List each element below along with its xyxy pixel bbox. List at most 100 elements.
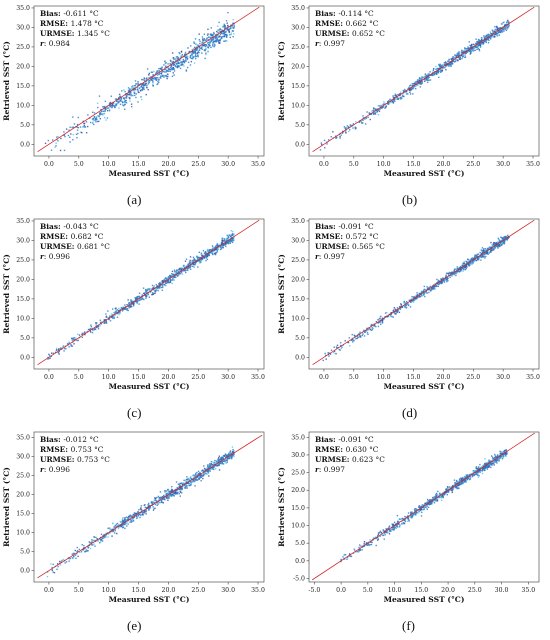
scatter-point bbox=[385, 106, 387, 109]
scatter-point bbox=[233, 233, 235, 235]
scatter-point bbox=[326, 143, 328, 145]
scatter-point bbox=[216, 251, 218, 253]
scatter-point bbox=[130, 94, 132, 97]
scatter-point bbox=[171, 272, 173, 275]
scatter-point bbox=[76, 123, 79, 126]
scatter-point bbox=[482, 39, 484, 41]
scatter-point bbox=[445, 65, 447, 67]
scatter-point bbox=[466, 49, 469, 51]
scatter-point bbox=[393, 307, 396, 309]
scatter-point bbox=[143, 509, 146, 512]
scatter-point bbox=[151, 284, 154, 287]
scatter-point bbox=[162, 70, 165, 73]
scatter-point bbox=[169, 276, 172, 279]
scatter-point bbox=[396, 98, 398, 100]
scatter-point bbox=[185, 271, 187, 274]
scatter-point bbox=[148, 74, 150, 76]
scatter-point bbox=[205, 48, 207, 50]
scatter-point bbox=[383, 106, 385, 108]
scatter-point bbox=[474, 256, 476, 259]
scatter-point bbox=[409, 299, 412, 301]
scatter-point bbox=[494, 28, 496, 31]
scatter-point bbox=[489, 35, 491, 38]
x-tick-label: 15.0 bbox=[407, 161, 421, 168]
scatter-point bbox=[439, 281, 441, 284]
scatter-point bbox=[167, 489, 169, 491]
scatter-point bbox=[136, 515, 139, 517]
scatter-point bbox=[446, 276, 449, 279]
scatter-point bbox=[93, 543, 95, 545]
scatter-point bbox=[205, 259, 207, 262]
scatter-point bbox=[137, 515, 139, 517]
scatter-point bbox=[181, 64, 183, 66]
stat-urmse: URMSE: 0.753 °C bbox=[40, 455, 110, 464]
scatter-point bbox=[360, 121, 362, 123]
scatter-point bbox=[146, 290, 148, 292]
scatter-point bbox=[160, 68, 163, 70]
scatter-point bbox=[482, 250, 485, 252]
scatter-point bbox=[198, 47, 201, 49]
one-to-one-line bbox=[312, 6, 535, 153]
scatter-point bbox=[137, 88, 139, 91]
scatter-point bbox=[491, 246, 493, 248]
scatter-point bbox=[104, 109, 106, 112]
scatter-point bbox=[146, 295, 148, 297]
scatter-point bbox=[369, 327, 371, 330]
scatter-point bbox=[344, 131, 347, 133]
scatter-point bbox=[142, 86, 144, 89]
scatter-point bbox=[76, 126, 79, 128]
scatter-point bbox=[501, 31, 504, 33]
scatter-point bbox=[433, 502, 436, 504]
scatter-point bbox=[232, 454, 235, 456]
scatter-point bbox=[492, 245, 495, 247]
scatter-point bbox=[213, 248, 215, 250]
scatter-point bbox=[231, 238, 233, 240]
scatter-point bbox=[176, 493, 179, 495]
scatter-point bbox=[173, 269, 176, 271]
scatter-point bbox=[227, 236, 230, 238]
scatter-point bbox=[129, 514, 132, 517]
scatter-point bbox=[454, 60, 457, 62]
scatter-point bbox=[210, 463, 213, 465]
scatter-point bbox=[484, 253, 486, 255]
scatter-point bbox=[225, 20, 228, 22]
scatter-point bbox=[219, 41, 221, 44]
scatter-point bbox=[186, 55, 188, 57]
scatter-point bbox=[499, 29, 501, 32]
scatter-point bbox=[417, 296, 419, 298]
scatter-point bbox=[494, 247, 496, 249]
scatter-point bbox=[370, 329, 373, 331]
x-tick-label: 35.0 bbox=[526, 374, 540, 381]
y-tick-label: 10.0 bbox=[16, 102, 30, 109]
x-tick-label: 10.0 bbox=[102, 161, 116, 168]
scatter-point bbox=[123, 98, 126, 100]
scatter-point bbox=[483, 248, 485, 250]
scatter-point bbox=[463, 266, 465, 269]
scatter-point bbox=[456, 59, 459, 61]
scatter-point bbox=[73, 555, 75, 557]
scatter-point bbox=[225, 245, 227, 248]
scatter-point bbox=[374, 108, 377, 111]
scatter-point bbox=[103, 533, 105, 536]
scatter-point bbox=[169, 278, 171, 280]
stat-bias: Bias: -0.611 °C bbox=[40, 9, 99, 18]
x-tick-label: 25.0 bbox=[191, 161, 205, 168]
scatter-point bbox=[156, 83, 159, 85]
scatter-point bbox=[119, 520, 121, 523]
scatter-point bbox=[142, 292, 145, 295]
scatter-point bbox=[148, 81, 150, 84]
scatter-point bbox=[200, 480, 202, 482]
scatter-point bbox=[474, 46, 477, 48]
scatter-point bbox=[482, 249, 484, 251]
scatter-point bbox=[469, 49, 472, 52]
scatter-point bbox=[122, 524, 124, 527]
scatter-point bbox=[401, 97, 403, 100]
scatter-point bbox=[409, 84, 412, 86]
scatter-point bbox=[144, 288, 147, 291]
scatter-point bbox=[177, 270, 180, 273]
scatter-point bbox=[486, 252, 488, 255]
scatter-point bbox=[417, 79, 419, 81]
scatter-point bbox=[224, 456, 227, 459]
scatter-point bbox=[465, 48, 467, 50]
scatter-point bbox=[452, 60, 454, 63]
